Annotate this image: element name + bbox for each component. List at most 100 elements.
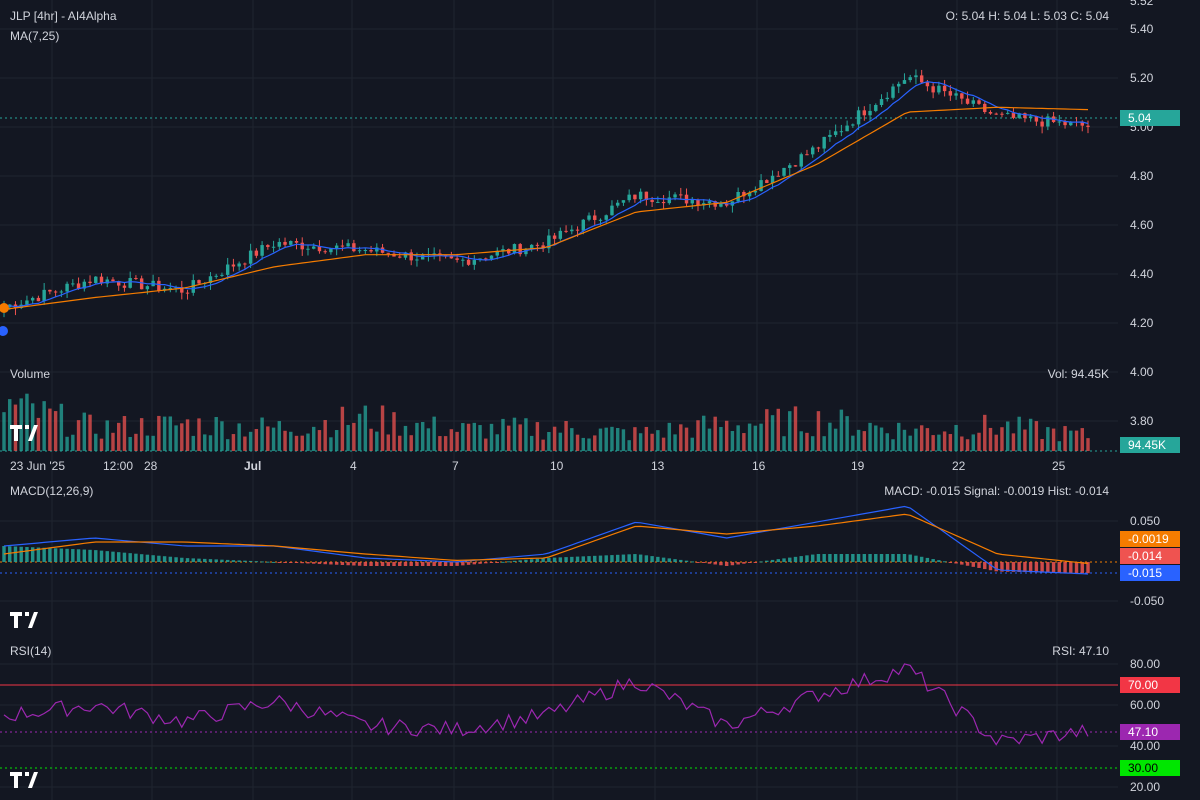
volume-bar bbox=[145, 435, 150, 451]
macd-hist-bar bbox=[765, 560, 769, 562]
candle-body bbox=[409, 252, 413, 261]
rsi-axis-label: 40.00 bbox=[1130, 739, 1161, 753]
candle-body bbox=[1028, 116, 1033, 119]
volume-bar bbox=[839, 409, 844, 451]
tradingview-logo-icon bbox=[10, 772, 38, 788]
macd-value-tag: -0.015 bbox=[1120, 565, 1180, 581]
volume-bar bbox=[19, 398, 23, 451]
candle-body bbox=[759, 180, 763, 191]
volume-bar bbox=[48, 408, 52, 451]
macd-hist-bar bbox=[99, 550, 104, 562]
macd-hist-bar bbox=[306, 562, 310, 564]
volume-bar bbox=[862, 431, 867, 451]
candle-body bbox=[461, 259, 465, 261]
candle-body bbox=[719, 203, 723, 207]
macd-hist-bar bbox=[598, 555, 603, 562]
volume-bar bbox=[822, 436, 826, 451]
macd-hist-bar bbox=[879, 554, 884, 562]
volume-bar bbox=[954, 424, 958, 451]
candle-body bbox=[346, 243, 350, 247]
macd-hist-bar bbox=[363, 562, 368, 566]
macd-hist-bar bbox=[942, 561, 947, 563]
volume-bar bbox=[220, 421, 224, 451]
volume-bar bbox=[615, 427, 620, 451]
candle-body bbox=[180, 287, 184, 293]
macd-hist-bar bbox=[587, 556, 591, 562]
candle-body bbox=[455, 258, 459, 260]
macd-hist-bar bbox=[564, 557, 568, 562]
candle-body bbox=[248, 250, 253, 264]
volume-bar bbox=[420, 421, 425, 451]
macd-hist-bar bbox=[162, 556, 167, 562]
volume-bar bbox=[512, 417, 517, 451]
macd-hist-bar bbox=[638, 554, 643, 562]
macd-hist-bar bbox=[443, 562, 448, 566]
macd-axis-label: -0.050 bbox=[1130, 594, 1165, 608]
candle-body bbox=[489, 255, 494, 259]
macd-hist-bar bbox=[495, 562, 499, 563]
candle-body bbox=[507, 249, 511, 254]
candle-body bbox=[535, 244, 540, 246]
macd-hist-bar bbox=[788, 557, 792, 562]
volume-bar bbox=[294, 435, 299, 451]
volume-bar bbox=[1063, 426, 1067, 451]
macd-hist-bar bbox=[489, 562, 494, 563]
volume-bar bbox=[449, 429, 454, 451]
macd-hist-bar bbox=[88, 549, 92, 562]
macd-hist-bar bbox=[547, 557, 551, 562]
macd-hist-bar bbox=[839, 554, 844, 562]
ma7-start-marker bbox=[0, 326, 8, 336]
candle-body bbox=[1069, 121, 1073, 126]
macd-hist-tag: -0.014 bbox=[1120, 548, 1180, 564]
candle-body bbox=[656, 201, 660, 203]
candle-body bbox=[937, 85, 941, 93]
candle-body bbox=[306, 248, 310, 250]
volume-bar bbox=[747, 423, 752, 451]
macd-signal-line bbox=[3, 513, 1089, 565]
candle-body bbox=[94, 276, 98, 284]
macd-hist-bar bbox=[730, 562, 735, 566]
candle-body bbox=[501, 249, 505, 251]
volume-bar bbox=[174, 425, 178, 451]
candle-body bbox=[65, 283, 69, 292]
macd-hist-bar bbox=[621, 554, 626, 562]
macd-hist-bar bbox=[747, 562, 752, 563]
macd-readout: MACD: -0.015 Signal: -0.0019 Hist: -0.01… bbox=[884, 484, 1109, 498]
volume-bar bbox=[363, 405, 368, 451]
volume-bar bbox=[891, 439, 895, 451]
volume-bar bbox=[88, 414, 92, 451]
macd-hist-bar bbox=[724, 562, 729, 566]
ma25-line bbox=[3, 106, 1089, 310]
volume-bar bbox=[587, 438, 591, 451]
ma7-line bbox=[3, 81, 1089, 308]
volume-bar bbox=[1028, 418, 1033, 451]
candle-body bbox=[524, 248, 528, 255]
volume-tag: 94.45K bbox=[1120, 437, 1180, 453]
volume-bar bbox=[575, 434, 580, 451]
volume-bar bbox=[690, 437, 694, 451]
volume-bar bbox=[1017, 416, 1021, 451]
macd-hist-bar bbox=[581, 556, 585, 562]
macd-hist-bar bbox=[702, 562, 706, 563]
volume-bar bbox=[1034, 421, 1039, 451]
candle-body bbox=[329, 248, 333, 253]
volume-bar bbox=[627, 440, 631, 451]
volume-bar bbox=[8, 399, 12, 451]
volume-bar bbox=[59, 403, 64, 451]
candle-body bbox=[747, 192, 752, 197]
macd-hist-bar bbox=[208, 559, 213, 562]
macd-hist-bar bbox=[667, 558, 672, 562]
volume-bar bbox=[105, 420, 109, 451]
macd-hist-bar bbox=[914, 555, 918, 562]
candle-body bbox=[610, 205, 614, 216]
volume-bar bbox=[455, 431, 459, 451]
candle-body bbox=[323, 251, 327, 253]
macd-hist-bar bbox=[283, 562, 287, 563]
price-tick-label: 5.20 bbox=[1130, 71, 1154, 85]
candle-body bbox=[845, 125, 849, 132]
volume-bar bbox=[965, 439, 970, 451]
macd-hist-bar bbox=[357, 562, 362, 566]
candle-body bbox=[208, 276, 213, 284]
volume-bar bbox=[788, 411, 792, 451]
